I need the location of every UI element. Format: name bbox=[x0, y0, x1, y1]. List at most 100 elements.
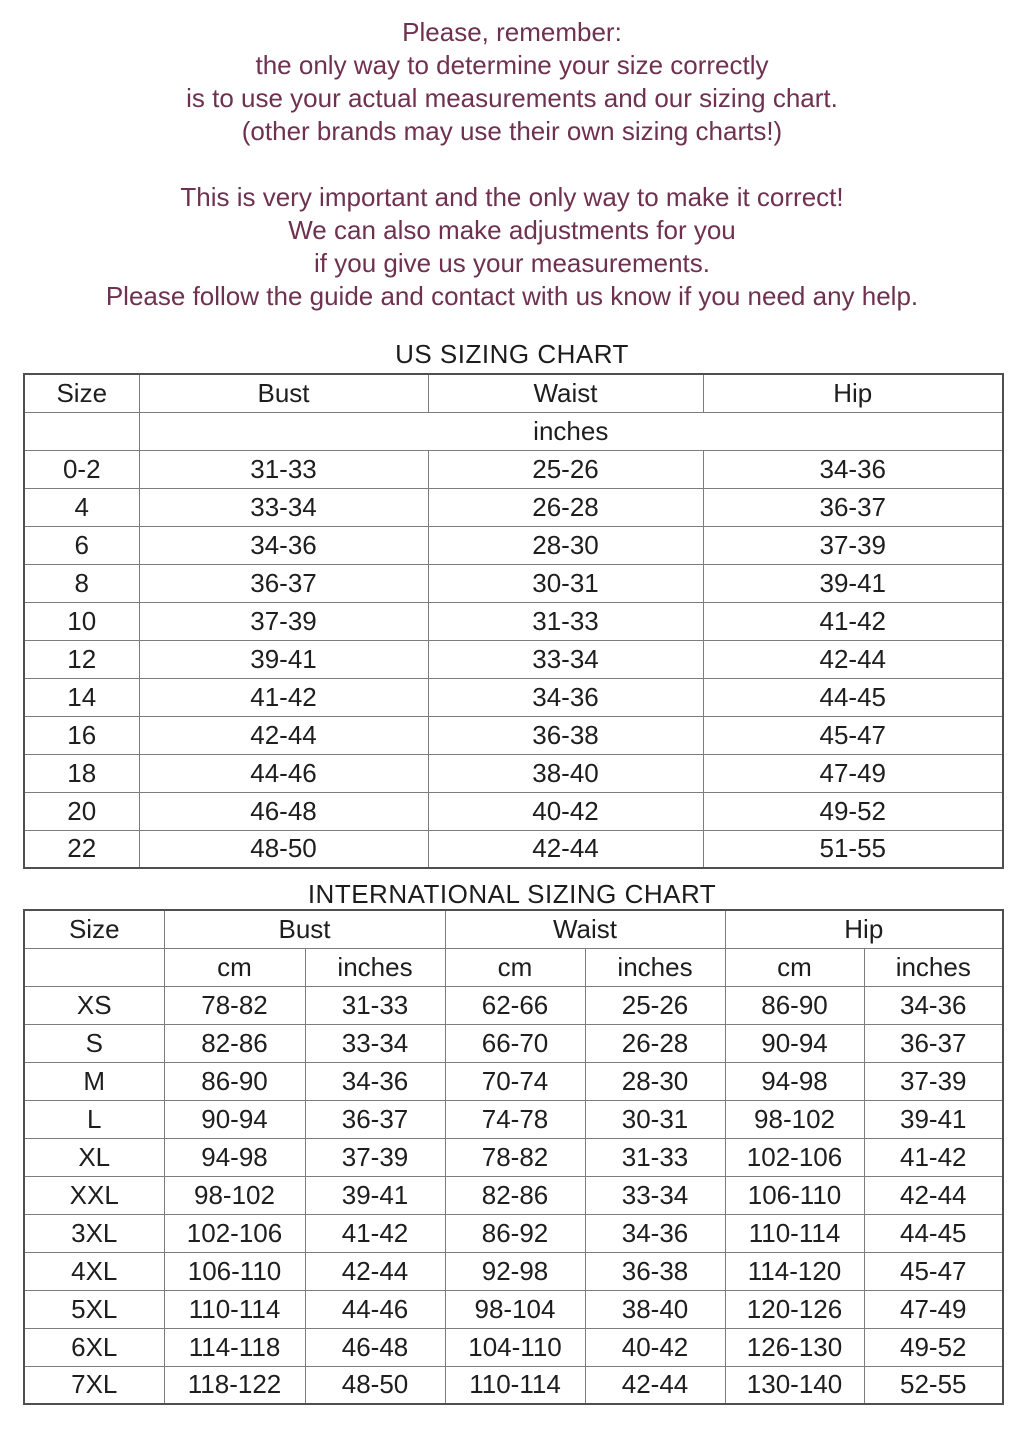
measurement-cell: 114-118 bbox=[163, 1327, 306, 1367]
measurement-cell: 38-40 bbox=[584, 1289, 726, 1329]
table-row: 6 34-36 28-30 37-39 bbox=[23, 525, 1004, 565]
measurement-cell: 120-126 bbox=[724, 1289, 865, 1329]
measurement-cell: 31-33 bbox=[427, 601, 704, 641]
measurement-cell: 114-120 bbox=[724, 1251, 865, 1291]
size-cell: 10 bbox=[23, 601, 140, 641]
measurement-cell: 90-94 bbox=[163, 1099, 306, 1139]
intro-line: the only way to determine your size corr… bbox=[255, 50, 769, 80]
intro-line: if you give us your measurements. bbox=[314, 248, 710, 278]
measurement-cell: 28-30 bbox=[427, 525, 704, 565]
measurement-cell: 52-55 bbox=[863, 1365, 1004, 1405]
measurement-cell: 25-26 bbox=[427, 449, 704, 489]
table-row: 3XL 102-106 41-42 86-92 34-36 110-114 44-45 bbox=[23, 1213, 1004, 1253]
measurement-cell: 31-33 bbox=[584, 1137, 726, 1177]
measurement-cell: 39-41 bbox=[863, 1099, 1004, 1139]
us-chart-title: US SIZING CHART bbox=[395, 339, 629, 369]
column-header-bust: Bust bbox=[163, 909, 446, 949]
measurement-cell: 106-110 bbox=[724, 1175, 865, 1215]
measurement-cell: 31-33 bbox=[138, 449, 429, 489]
measurement-cell: 44-46 bbox=[304, 1289, 446, 1329]
size-cell: XS bbox=[23, 985, 165, 1025]
measurement-cell: 110-114 bbox=[163, 1289, 306, 1329]
table-row: M 86-90 34-36 70-74 28-30 94-98 37-39 bbox=[23, 1061, 1004, 1101]
measurement-cell: 46-48 bbox=[304, 1327, 446, 1367]
intro-line: Please, remember: bbox=[402, 17, 622, 47]
intro-line: is to use your actual measurements and o… bbox=[186, 83, 838, 113]
measurement-cell: 25-26 bbox=[584, 985, 726, 1025]
measurement-cell: 102-106 bbox=[724, 1137, 865, 1177]
measurement-cell: 39-41 bbox=[138, 639, 429, 679]
table-row: 10 37-39 31-33 41-42 bbox=[23, 601, 1004, 641]
table-row: 22 48-50 42-44 51-55 bbox=[23, 829, 1004, 869]
size-cell: 14 bbox=[23, 677, 140, 717]
measurement-cell: 92-98 bbox=[444, 1251, 586, 1291]
table-row: 18 44-46 38-40 47-49 bbox=[23, 753, 1004, 793]
measurement-cell: 45-47 bbox=[863, 1251, 1004, 1291]
size-cell: 8 bbox=[23, 563, 140, 603]
measurement-cell: 66-70 bbox=[444, 1023, 586, 1063]
intro-paragraph-1: Please, remember: the only way to determ… bbox=[0, 16, 1024, 148]
table-row: 4 33-34 26-28 36-37 bbox=[23, 487, 1004, 527]
size-cell: 22 bbox=[23, 829, 140, 869]
measurement-cell: 106-110 bbox=[163, 1251, 306, 1291]
measurement-cell: 26-28 bbox=[427, 487, 704, 527]
measurement-cell: 98-102 bbox=[724, 1099, 865, 1139]
measurement-cell: 41-42 bbox=[863, 1137, 1004, 1177]
measurement-cell: 40-42 bbox=[427, 791, 704, 831]
measurement-cell: 34-36 bbox=[304, 1061, 446, 1101]
column-header-waist: Waist bbox=[427, 373, 704, 413]
size-cell: L bbox=[23, 1099, 165, 1139]
intro-note: Please, remember: the only way to determ… bbox=[0, 0, 1024, 313]
intro-line: (other brands may use their own sizing c… bbox=[241, 116, 783, 146]
measurement-cell: 34-36 bbox=[138, 525, 429, 565]
measurement-cell: 26-28 bbox=[584, 1023, 726, 1063]
measurement-cell: 42-44 bbox=[138, 715, 429, 755]
measurement-cell: 37-39 bbox=[863, 1061, 1004, 1101]
size-cell: S bbox=[23, 1023, 165, 1063]
size-cell: 20 bbox=[23, 791, 140, 831]
measurement-cell: 78-82 bbox=[163, 985, 306, 1025]
measurement-cell: 49-52 bbox=[702, 791, 1004, 831]
table-row: 20 46-48 40-42 49-52 bbox=[23, 791, 1004, 831]
measurement-cell: 31-33 bbox=[304, 985, 446, 1025]
column-header-bust: Bust bbox=[138, 373, 429, 413]
measurement-cell: 42-44 bbox=[427, 829, 704, 869]
column-header-size: Size bbox=[23, 373, 140, 413]
measurement-cell: 30-31 bbox=[584, 1099, 726, 1139]
measurement-cell: 49-52 bbox=[863, 1327, 1004, 1367]
table-row: 16 42-44 36-38 45-47 bbox=[23, 715, 1004, 755]
empty-cell bbox=[23, 411, 140, 451]
table-row: 14 41-42 34-36 44-45 bbox=[23, 677, 1004, 717]
measurement-cell: 82-86 bbox=[444, 1175, 586, 1215]
measurement-cell: 45-47 bbox=[702, 715, 1004, 755]
size-cell: XL bbox=[23, 1137, 165, 1177]
measurement-cell: 48-50 bbox=[304, 1365, 446, 1405]
table-row: 0-2 31-33 25-26 34-36 bbox=[23, 449, 1004, 489]
measurement-cell: 48-50 bbox=[138, 829, 429, 869]
us-sizing-table: Size Bust Waist Hip inches 0-2 31-33 25-26… bbox=[23, 373, 1004, 869]
column-header-size: Size bbox=[23, 909, 165, 949]
measurement-cell: 38-40 bbox=[427, 753, 704, 793]
measurement-cell: 86-90 bbox=[163, 1061, 306, 1101]
table-row: XS 78-82 31-33 62-66 25-26 86-90 34-36 bbox=[23, 985, 1004, 1025]
unit-label-cell: inches bbox=[138, 411, 1004, 451]
measurement-cell: 37-39 bbox=[702, 525, 1004, 565]
international-sizing-table: Size Bust Waist Hip cm inches cm inches … bbox=[23, 909, 1005, 1405]
table-row: 4XL 106-110 42-44 92-98 36-38 114-120 45-47 bbox=[23, 1251, 1004, 1291]
measurement-cell: 70-74 bbox=[444, 1061, 586, 1101]
measurement-cell: 110-114 bbox=[444, 1365, 586, 1405]
measurement-cell: 74-78 bbox=[444, 1099, 586, 1139]
measurement-cell: 39-41 bbox=[702, 563, 1004, 603]
measurement-cell: 118-122 bbox=[163, 1365, 306, 1405]
measurement-cell: 82-86 bbox=[163, 1023, 306, 1063]
column-header-waist: Waist bbox=[444, 909, 726, 949]
measurement-cell: 41-42 bbox=[138, 677, 429, 717]
measurement-cell: 130-140 bbox=[724, 1365, 865, 1405]
size-cell: 5XL bbox=[23, 1289, 165, 1329]
unit-label-cell: cm bbox=[724, 947, 865, 987]
size-cell: 4 bbox=[23, 487, 140, 527]
measurement-cell: 42-44 bbox=[863, 1175, 1004, 1215]
measurement-cell: 47-49 bbox=[702, 753, 1004, 793]
measurement-cell: 36-37 bbox=[702, 487, 1004, 527]
measurement-cell: 33-34 bbox=[584, 1175, 726, 1215]
